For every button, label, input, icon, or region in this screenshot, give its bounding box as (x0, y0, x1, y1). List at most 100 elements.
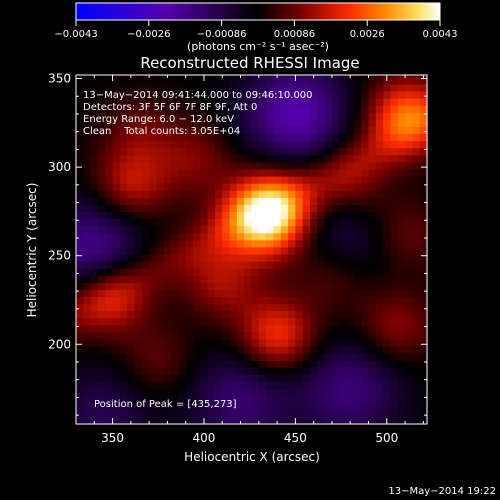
heatmap-cell (368, 154, 377, 163)
heatmap-cell (76, 374, 84, 383)
heatmap-cell (288, 296, 296, 305)
heatmap-cell (236, 331, 245, 340)
heatmap-cell (83, 338, 92, 347)
heatmap-cell (368, 282, 377, 290)
heatmap-cell (127, 381, 136, 390)
heatmap-cell (193, 317, 201, 326)
heatmap-cell (353, 76, 362, 85)
heatmap-cell (163, 388, 172, 397)
heatmap-cell (119, 331, 128, 340)
heatmap-cell (90, 310, 99, 319)
heatmap-cell (346, 211, 355, 220)
heatmap-cell (346, 346, 355, 354)
heatmap-cell (105, 83, 114, 92)
heatmap-cell (353, 204, 362, 213)
heatmap-cell (141, 190, 150, 198)
heatmap-cell (346, 310, 355, 319)
heatmap-cell (419, 204, 428, 213)
heatmap-cell (97, 239, 106, 248)
heatmap-cell (397, 268, 406, 276)
heatmap-cell (127, 183, 136, 191)
heatmap-cell (375, 175, 384, 184)
heatmap-cell (346, 395, 355, 404)
heatmap-cell (405, 133, 413, 142)
heatmap-cell (149, 126, 158, 135)
heatmap-cell (178, 175, 187, 184)
heatmap-cell (266, 289, 275, 298)
heatmap-cell (127, 402, 136, 411)
heatmap-cell (200, 126, 209, 135)
heatmap-cell (119, 218, 128, 227)
heatmap-cell (419, 253, 428, 262)
heatmap-cell (288, 253, 296, 262)
heatmap-cell (397, 346, 406, 354)
heatmap-cell (222, 197, 231, 205)
heatmap-cell (207, 246, 216, 255)
heatmap-cell (310, 98, 318, 106)
heatmap-cell (339, 268, 348, 276)
heatmap-cell (229, 268, 238, 276)
heatmap-cell (295, 133, 304, 142)
heatmap-cell (273, 161, 282, 170)
heatmap-cell (90, 402, 99, 411)
heatmap-cell (134, 98, 143, 106)
heatmap-cell (83, 310, 92, 319)
heatmap-cell (185, 303, 194, 312)
heatmap-cell (280, 161, 289, 170)
heatmap-cell (288, 105, 296, 113)
heatmap-cell (397, 338, 406, 347)
heatmap-cell (397, 133, 406, 142)
heatmap-cell (163, 303, 172, 312)
heatmap-cell (149, 154, 158, 163)
heatmap-cell (397, 360, 406, 368)
heatmap-cell (353, 289, 362, 298)
heatmap-cell (127, 126, 136, 135)
heatmap-cell (207, 317, 216, 326)
heatmap-cell (317, 183, 326, 191)
heatmap-cell (171, 381, 179, 390)
heatmap-cell (83, 211, 92, 220)
heatmap-cell (361, 346, 370, 354)
heatmap-cell (273, 253, 282, 262)
heatmap-cell (280, 83, 289, 92)
heatmap-cell (90, 105, 99, 113)
heatmap-cell (236, 388, 245, 397)
heatmap-cell (76, 154, 84, 163)
heatmap-cell (266, 76, 275, 85)
heatmap-cell (163, 190, 172, 198)
heatmap-cell (353, 303, 362, 312)
heatmap-cell (390, 416, 399, 425)
heatmap-cell (244, 346, 253, 354)
heatmap-cell (331, 275, 340, 283)
heatmap-cell (222, 374, 231, 383)
heatmap-cell (244, 275, 253, 283)
heatmap-cell (185, 175, 194, 184)
heatmap-cell (97, 246, 106, 255)
heatmap-cell (339, 296, 348, 305)
heatmap-cell (280, 126, 289, 135)
heatmap-cell (397, 75, 406, 78)
heatmap-cell (397, 90, 406, 99)
heatmap-cell (171, 218, 179, 227)
heatmap-cell (244, 353, 253, 361)
heatmap-cell (134, 105, 143, 113)
annotation-energy-range: Energy Range: 6.0 − 12.0 keV (83, 114, 234, 125)
heatmap-cell (127, 197, 136, 205)
heatmap-cell (397, 388, 406, 397)
heatmap-cell (346, 218, 355, 227)
heatmap-cell (229, 183, 238, 191)
heatmap-cell (302, 76, 311, 85)
heatmap-cell (163, 289, 172, 298)
heatmap-cell (178, 197, 187, 205)
heatmap-cell (324, 253, 333, 262)
heatmap-cell (134, 154, 143, 163)
heatmap-cell (397, 275, 406, 283)
heatmap-cell (273, 225, 282, 234)
heatmap-cell (229, 105, 238, 113)
heatmap-cell (90, 261, 99, 269)
heatmap-cell (397, 183, 406, 191)
heatmap-cell (405, 346, 413, 354)
heatmap-cell (200, 119, 209, 127)
heatmap-cell (317, 296, 326, 305)
